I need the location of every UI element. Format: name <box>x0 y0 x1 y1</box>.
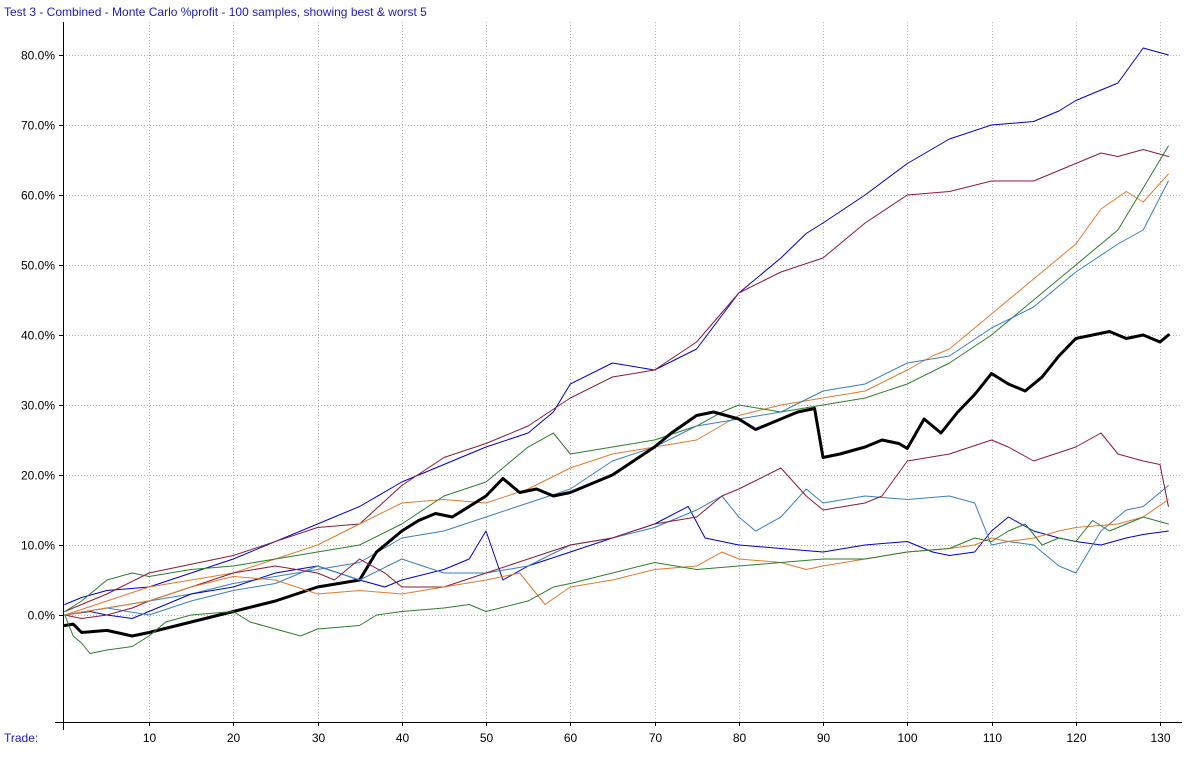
y-tick-label: 60.0% <box>21 189 55 203</box>
label-layer: 0.0% 10.0% 20.0% 30.0% 40.0% 50.0% 60.0% 70.0% 8… <box>4 49 1171 746</box>
grid-layer <box>63 22 1182 722</box>
series-line-10 <box>64 516 1169 654</box>
series-line-4 <box>64 180 1169 616</box>
x-tick-label: 130 <box>1150 731 1170 745</box>
series-line-9 <box>64 499 1169 616</box>
series-line-2 <box>64 173 1169 616</box>
series-layer <box>63 47 1170 654</box>
x-tick-label: 110 <box>983 731 1002 745</box>
y-tick-label: 30.0% <box>21 399 55 413</box>
y-tick-label: 0.0% <box>28 609 56 623</box>
x-tick-label: 120 <box>1066 731 1086 745</box>
chart-title: Test 3 - Combined - Monte Carlo %profit … <box>4 5 427 19</box>
x-tick-label: 20 <box>227 731 241 745</box>
series-line-median <box>63 330 1170 638</box>
y-tick-label: 10.0% <box>21 539 55 553</box>
y-tick-label: 20.0% <box>21 469 55 483</box>
x-tick-label: 50 <box>480 731 494 745</box>
x-tick-label: 90 <box>817 731 831 745</box>
series-line-1 <box>64 149 1169 612</box>
series-line-3 <box>64 145 1169 612</box>
x-tick-label: 70 <box>649 731 663 745</box>
x-tick-label: 80 <box>733 731 747 745</box>
y-tick-label: 40.0% <box>21 329 55 343</box>
y-tick-label: 50.0% <box>21 259 55 273</box>
x-tick-label: 10 <box>143 731 157 745</box>
x-tick-label: 40 <box>396 731 410 745</box>
series-line-8 <box>64 432 1169 619</box>
x-tick-label: 100 <box>897 731 917 745</box>
axis-layer <box>55 22 1182 730</box>
y-tick-label: 70.0% <box>21 119 55 133</box>
y-tick-label: 80.0% <box>21 49 55 63</box>
x-tick-label: 60 <box>564 731 578 745</box>
x-tick-label: 30 <box>312 731 326 745</box>
series-line-6 <box>64 506 1169 619</box>
series-line-0 <box>64 47 1169 605</box>
x-axis-label: Trade: <box>4 731 38 745</box>
series-line-7 <box>64 485 1169 616</box>
